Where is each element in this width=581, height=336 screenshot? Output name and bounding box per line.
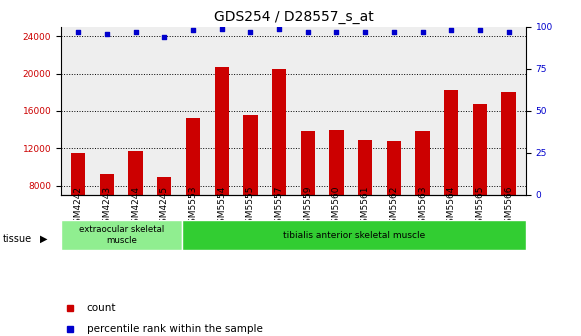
Point: [102, 31, 112, 36]
Text: GSM5555: GSM5555: [246, 186, 255, 229]
Bar: [386, 141, 401, 260]
Point: [418, 29, 427, 35]
Bar: [300, 131, 315, 260]
Bar: [214, 67, 229, 260]
Text: GSM5564: GSM5564: [447, 186, 456, 229]
Point: [332, 29, 341, 35]
Point: [360, 29, 370, 35]
Text: GSM4243: GSM4243: [102, 186, 112, 229]
Text: GSM4242: GSM4242: [74, 186, 83, 229]
Point: [303, 29, 313, 35]
Point: [74, 29, 83, 35]
Text: GSM5560: GSM5560: [332, 186, 341, 229]
Bar: [329, 130, 343, 260]
Text: GSM5553: GSM5553: [188, 186, 198, 229]
Bar: [186, 118, 200, 260]
Text: count: count: [87, 303, 116, 312]
Text: GSM5561: GSM5561: [361, 186, 370, 229]
Point: [389, 29, 399, 35]
Point: [131, 29, 140, 35]
Bar: [157, 177, 171, 260]
Bar: [128, 151, 143, 260]
Bar: [272, 69, 286, 260]
Bar: [501, 92, 516, 260]
Point: [274, 26, 284, 31]
Point: [160, 34, 169, 40]
Point: [246, 29, 255, 35]
Text: GSM5563: GSM5563: [418, 186, 427, 229]
Bar: [61, 220, 181, 250]
Bar: [473, 104, 487, 260]
Text: ▶: ▶: [40, 234, 47, 244]
Text: GSM4245: GSM4245: [160, 186, 169, 229]
Text: GSM5562: GSM5562: [389, 186, 399, 229]
Bar: [444, 90, 458, 260]
Bar: [181, 220, 526, 250]
Point: [447, 28, 456, 33]
Text: GSM5559: GSM5559: [303, 186, 312, 229]
Text: GSM4244: GSM4244: [131, 186, 140, 229]
Point: [475, 28, 485, 33]
Text: GSM5566: GSM5566: [504, 186, 513, 229]
Point: [217, 26, 227, 31]
Bar: [243, 115, 257, 260]
Text: tissue: tissue: [3, 234, 32, 244]
Text: extraocular skeletal
muscle: extraocular skeletal muscle: [78, 225, 164, 245]
Text: GSM5554: GSM5554: [217, 186, 226, 229]
Point: [188, 28, 198, 33]
Bar: [415, 131, 430, 260]
Text: percentile rank within the sample: percentile rank within the sample: [87, 325, 263, 334]
Text: GSM5565: GSM5565: [475, 186, 485, 229]
Text: GSM5557: GSM5557: [275, 186, 284, 229]
Point: [504, 29, 513, 35]
Bar: [100, 174, 114, 260]
Title: GDS254 / D28557_s_at: GDS254 / D28557_s_at: [214, 10, 373, 25]
Bar: [71, 153, 85, 260]
Text: tibialis anterior skeletal muscle: tibialis anterior skeletal muscle: [282, 231, 425, 240]
Bar: [358, 140, 372, 260]
